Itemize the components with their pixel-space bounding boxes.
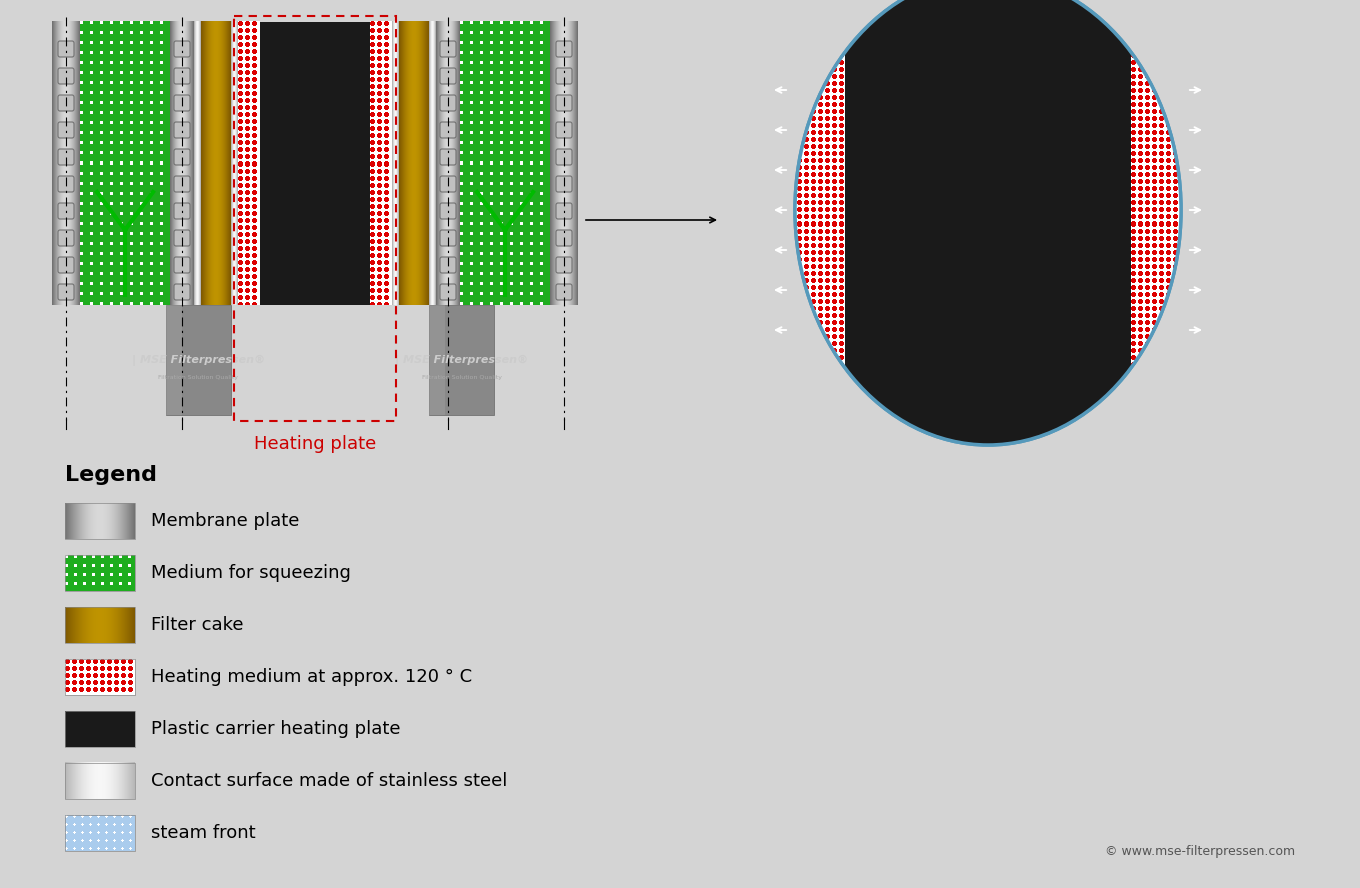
FancyBboxPatch shape [1292,308,1311,326]
FancyBboxPatch shape [174,149,190,165]
Text: Legend: Legend [65,465,156,485]
Text: Medium for squeezing: Medium for squeezing [151,564,351,582]
Text: Heating medium at approx. 120 ° C: Heating medium at approx. 120 ° C [151,668,472,686]
FancyBboxPatch shape [441,68,456,84]
FancyBboxPatch shape [665,118,684,136]
FancyBboxPatch shape [1292,270,1311,288]
FancyBboxPatch shape [58,284,73,300]
FancyBboxPatch shape [556,122,573,138]
FancyBboxPatch shape [58,41,73,57]
Text: Plastic carrier heating plate: Plastic carrier heating plate [151,720,400,738]
FancyBboxPatch shape [174,257,190,273]
FancyBboxPatch shape [556,41,573,57]
FancyBboxPatch shape [665,4,684,22]
Text: Contact surface made of stainless steel: Contact surface made of stainless steel [151,772,507,790]
Bar [65,659,135,695]
FancyBboxPatch shape [1292,232,1311,250]
FancyBboxPatch shape [665,346,684,364]
Bar [166,305,231,415]
Text: | MSE Filterpressen®: | MSE Filterpressen® [394,354,528,366]
FancyBboxPatch shape [665,384,684,402]
Text: Heating plate: Heating plate [254,435,377,453]
FancyBboxPatch shape [174,203,190,219]
FancyBboxPatch shape [58,68,73,84]
FancyBboxPatch shape [58,95,73,111]
FancyBboxPatch shape [58,122,73,138]
FancyBboxPatch shape [665,232,684,250]
FancyBboxPatch shape [1292,384,1311,402]
Bar [65,815,135,851]
Bar [166,305,182,415]
FancyBboxPatch shape [665,80,684,98]
FancyBboxPatch shape [441,95,456,111]
FancyBboxPatch shape [441,284,456,300]
Text: steam front: steam front [151,824,256,842]
FancyBboxPatch shape [556,230,573,246]
Bar [428,305,494,415]
FancyBboxPatch shape [665,156,684,174]
FancyBboxPatch shape [1292,156,1311,174]
Bar [65,711,135,747]
FancyBboxPatch shape [174,68,190,84]
Bar [234,16,396,421]
Bar [65,711,135,747]
FancyBboxPatch shape [441,122,456,138]
FancyBboxPatch shape [1292,194,1311,212]
FancyBboxPatch shape [556,257,573,273]
FancyBboxPatch shape [441,41,456,57]
FancyBboxPatch shape [665,308,684,326]
FancyBboxPatch shape [556,95,573,111]
Ellipse shape [796,0,1180,445]
FancyBboxPatch shape [1292,42,1311,60]
FancyBboxPatch shape [174,41,190,57]
Bar [65,555,135,591]
FancyBboxPatch shape [174,284,190,300]
FancyBboxPatch shape [441,176,456,192]
FancyBboxPatch shape [174,122,190,138]
Text: Filtration Solution Quality: Filtration Solution Quality [422,375,502,379]
FancyBboxPatch shape [556,68,573,84]
Bar [845,0,1132,450]
Bar [260,22,370,305]
Text: | MSE Filterpressen®: | MSE Filterpressen® [132,354,265,366]
Bar [65,503,135,539]
FancyBboxPatch shape [665,194,684,212]
FancyBboxPatch shape [58,230,73,246]
FancyBboxPatch shape [665,270,684,288]
FancyBboxPatch shape [58,149,73,165]
FancyBboxPatch shape [58,176,73,192]
FancyBboxPatch shape [174,230,190,246]
Text: Filtration Solution Quality: Filtration Solution Quality [159,375,238,379]
Bar [65,763,135,799]
FancyBboxPatch shape [556,284,573,300]
FancyBboxPatch shape [441,203,456,219]
FancyBboxPatch shape [441,230,456,246]
FancyBboxPatch shape [1292,4,1311,22]
FancyBboxPatch shape [556,203,573,219]
FancyBboxPatch shape [1292,80,1311,98]
Bar [428,305,445,415]
FancyBboxPatch shape [665,42,684,60]
FancyBboxPatch shape [441,257,456,273]
Text: Membrane plate: Membrane plate [151,512,299,530]
FancyBboxPatch shape [174,176,190,192]
FancyBboxPatch shape [174,95,190,111]
FancyBboxPatch shape [1292,118,1311,136]
FancyBboxPatch shape [58,257,73,273]
FancyBboxPatch shape [556,176,573,192]
Text: © www.mse-filterpressen.com: © www.mse-filterpressen.com [1104,845,1295,858]
FancyBboxPatch shape [556,149,573,165]
Bar [65,607,135,643]
FancyBboxPatch shape [1292,346,1311,364]
FancyBboxPatch shape [441,149,456,165]
Text: Filter cake: Filter cake [151,616,243,634]
FancyBboxPatch shape [58,203,73,219]
